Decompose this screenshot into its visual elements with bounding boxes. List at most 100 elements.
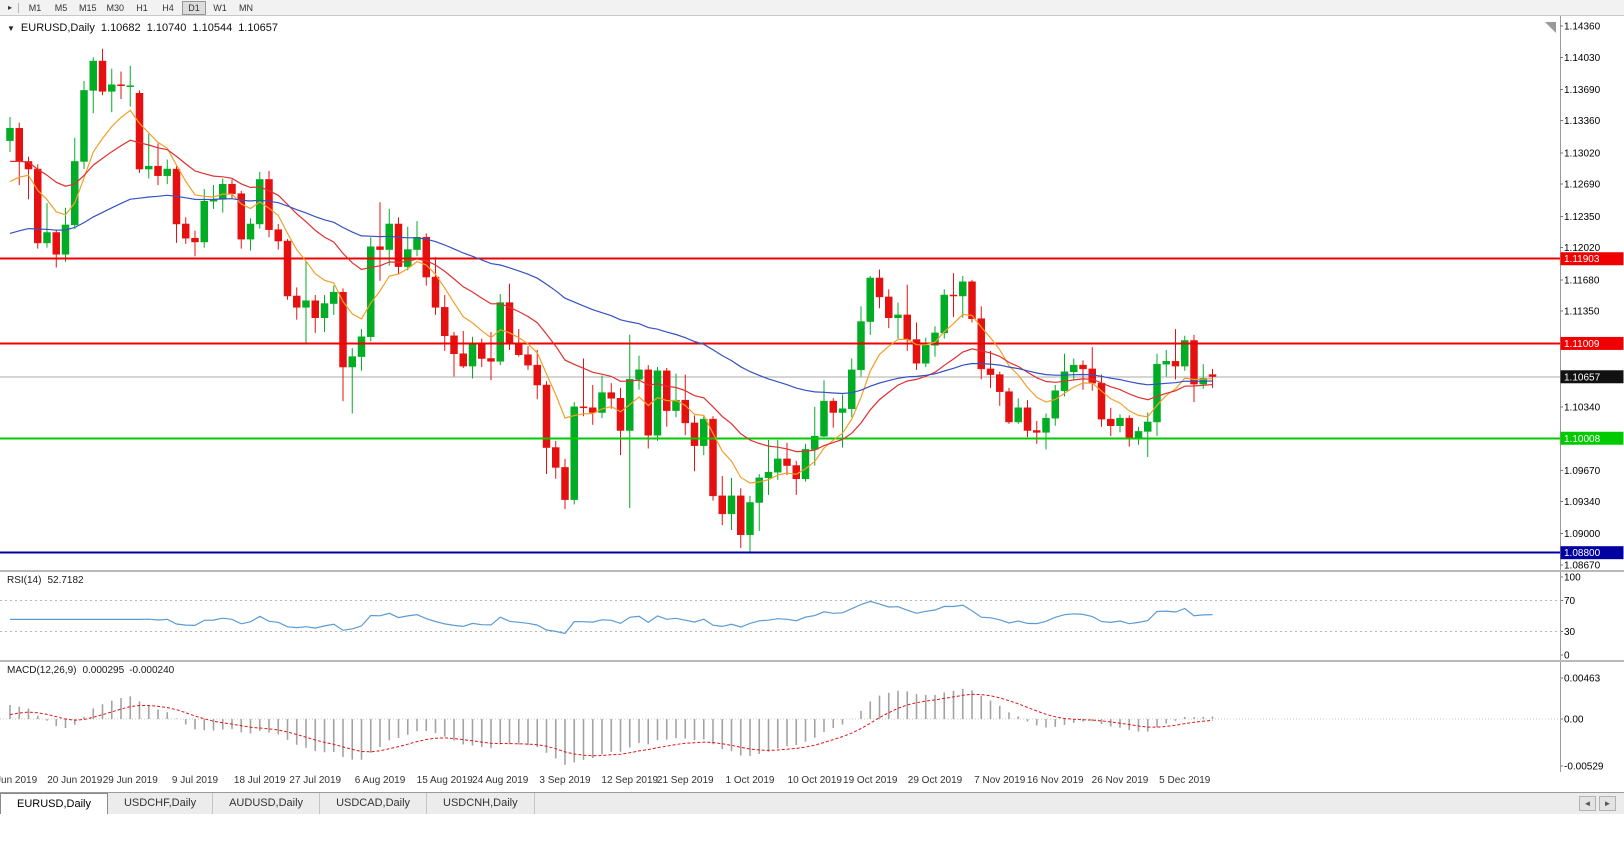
- price-badge-resistance-lower: [1560, 336, 1624, 350]
- price-axis-tick[interactable]: 1.12350: [1564, 212, 1601, 223]
- price-axis-tick[interactable]: 1.12690: [1564, 180, 1601, 191]
- rsi-name: RSI(14): [7, 575, 42, 586]
- price-axis-tick[interactable]: 1.14360: [1564, 22, 1601, 33]
- rsi-axis-tick: 30: [1564, 627, 1576, 638]
- price-axis-tick[interactable]: 1.14030: [1564, 53, 1601, 64]
- time-axis-label: 21 Sep 2019: [656, 775, 714, 786]
- chart-tab-bar: EURUSD,Daily USDCHF,Daily AUDUSD,Daily USDC…: [0, 792, 1624, 814]
- svg-text:1.10657: 1.10657: [1564, 372, 1601, 383]
- price-axis-tick[interactable]: 1.10340: [1564, 402, 1601, 413]
- rsi-label: RSI(14) 52.7182: [7, 575, 84, 586]
- chart-tab-audusd[interactable]: AUDUSD,Daily: [213, 793, 321, 814]
- price-axis-tick[interactable]: 1.09000: [1564, 529, 1601, 540]
- macd-signal-value: -0.000240: [129, 665, 175, 676]
- time-axis-label: 29 Jun 2019: [102, 775, 158, 786]
- time-axis-label: 18 Jul 2019: [233, 775, 286, 786]
- timeframe-button-h1[interactable]: H1: [130, 1, 154, 15]
- time-axis-label: 24 Aug 2019: [472, 775, 529, 786]
- price-axis-tick[interactable]: 1.13020: [1564, 148, 1601, 159]
- candle-wicks: [9, 48, 1213, 554]
- symbol-menu-icon[interactable]: ▼: [7, 23, 15, 33]
- timeframe-button-d1[interactable]: D1: [182, 0, 207, 15]
- time-axis-label: 16 Nov 2019: [1026, 775, 1084, 786]
- timeframe-button-m15[interactable]: M15: [75, 1, 101, 15]
- svg-text:1.11009: 1.11009: [1564, 339, 1600, 350]
- time-axis-label: 3 Sep 2019: [539, 775, 591, 786]
- main-chart-canvas[interactable]: 1.14360 1.14030 1.13690 1.13360 1.13020 1.126…: [0, 16, 1624, 570]
- tab-scroll-left-button[interactable]: ◄: [1579, 796, 1596, 811]
- ma-fast-line: [9, 109, 1213, 484]
- timeframe-button-w1[interactable]: W1: [208, 1, 232, 15]
- time-axis-label: 10 Oct 2019: [787, 775, 842, 786]
- timeframe-button-m30[interactable]: M30: [103, 1, 129, 15]
- price-axis-tick[interactable]: 1.08670: [1564, 561, 1601, 571]
- rsi-canvas[interactable]: 100 70 30 0: [0, 572, 1624, 660]
- price-badge-support-deep: [1560, 546, 1624, 560]
- macd-signal-line: [9, 693, 1213, 757]
- price-axis-tick[interactable]: 1.09670: [1564, 466, 1601, 477]
- macd-canvas[interactable]: 0.00463 0.00 -0.00529: [0, 662, 1624, 772]
- chart-tab-usdchf[interactable]: USDCHF,Daily: [107, 793, 214, 814]
- chart-symbol-period: EURUSD,Daily: [20, 22, 95, 34]
- chart-tab-eurusd[interactable]: EURUSD,Daily: [0, 793, 108, 814]
- macd-axis-tick: -0.00529: [1564, 762, 1604, 773]
- timeframe-button-m1[interactable]: M1: [23, 1, 47, 15]
- price-badge-resistance-upper: [1560, 252, 1624, 266]
- price-axis-tick[interactable]: 1.09340: [1564, 497, 1601, 508]
- macd-histogram: [9, 688, 1214, 765]
- chart-title: ▼ EURUSD,Daily 1.10682 1.10740 1.10544 1…: [7, 22, 278, 34]
- macd-pane: 0.00463 0.00 -0.00529 MACD(12,26,9) 0.00029…: [0, 662, 1624, 772]
- ohlc-high: 1.10740: [146, 22, 187, 34]
- chart-menu-icon[interactable]: ▸: [7, 3, 12, 12]
- chart-shift-marker-icon[interactable]: [1545, 22, 1556, 33]
- time-axis-label: 1 Oct 2019: [725, 775, 775, 786]
- pane-separator-main-rsi[interactable]: [0, 570, 1624, 572]
- timeframe-buttons: M1 M5 M15 M30 H1 H4 D1 W1 MN: [23, 0, 258, 15]
- price-axis-tick[interactable]: 1.13690: [1564, 85, 1601, 96]
- price-badge-support: [1560, 431, 1624, 445]
- ohlc-open: 1.10682: [100, 22, 141, 34]
- chart-tab-usdcnh[interactable]: USDCNH,Daily: [427, 793, 535, 814]
- timeframe-toolbar: ▸ M1 M5 M15 M30 H1 H4 D1 W1 MN: [0, 0, 1624, 16]
- time-axis-label: 15 Aug 2019: [416, 775, 473, 786]
- timeframe-button-mn[interactable]: MN: [234, 1, 258, 15]
- svg-text:1.11903: 1.11903: [1564, 254, 1600, 265]
- price-axis-tick[interactable]: 1.13360: [1564, 116, 1601, 127]
- chart-tab-usdcad[interactable]: USDCAD,Daily: [320, 793, 428, 814]
- time-axis-label: 5 Dec 2019: [1159, 775, 1211, 786]
- time-axis-label: 19 Oct 2019: [843, 775, 898, 786]
- macd-name: MACD(12,26,9): [7, 665, 77, 676]
- rsi-axis-tick: 100: [1564, 573, 1581, 584]
- price-axis-tick[interactable]: 1.11350: [1564, 307, 1600, 318]
- macd-main-value: 0.000295: [82, 665, 125, 676]
- timeframe-button-h4[interactable]: H4: [156, 1, 180, 15]
- pane-separator-rsi-macd[interactable]: [0, 660, 1624, 662]
- time-axis-label: 6 Aug 2019: [354, 775, 406, 786]
- rsi-axis-tick: 70: [1564, 596, 1576, 607]
- chart-tabs: EURUSD,Daily USDCHF,Daily AUDUSD,Daily USDC…: [0, 793, 535, 814]
- time-axis-label: 12 Sep 2019: [601, 775, 659, 786]
- svg-text:1.10008: 1.10008: [1564, 434, 1601, 445]
- tab-scroll-right-button[interactable]: ►: [1599, 796, 1616, 811]
- macd-axis-tick: 0.00: [1564, 715, 1584, 726]
- time-axis-label: 29 Oct 2019: [907, 775, 963, 786]
- price-axis-tick[interactable]: 1.12020: [1564, 243, 1601, 254]
- ohlc-low: 1.10544: [192, 22, 233, 34]
- price-badge-current: [1560, 370, 1624, 384]
- time-axis-label: 27 Jul 2019: [289, 775, 342, 786]
- main-chart-pane: 1.14360 1.14030 1.13690 1.13360 1.13020 1.126…: [0, 16, 1624, 570]
- ma-slow-line: [9, 194, 1213, 395]
- price-axis-tick[interactable]: 1.11680: [1564, 275, 1600, 286]
- svg-text:1.08800: 1.08800: [1564, 548, 1601, 559]
- ma-mid-line: [10, 139, 1213, 453]
- time-axis-label: 11 Jun 2019: [0, 775, 38, 786]
- rsi-value: 52.7182: [47, 575, 84, 586]
- tab-scroll-controls: ◄ ►: [1579, 793, 1624, 814]
- macd-label: MACD(12,26,9) 0.000295 -0.000240: [7, 665, 174, 676]
- toolbar-divider: [18, 2, 19, 13]
- time-axis-label: 7 Nov 2019: [974, 775, 1026, 786]
- rsi-axis-tick: 0: [1564, 651, 1570, 661]
- timeframe-button-m5[interactable]: M5: [49, 1, 73, 15]
